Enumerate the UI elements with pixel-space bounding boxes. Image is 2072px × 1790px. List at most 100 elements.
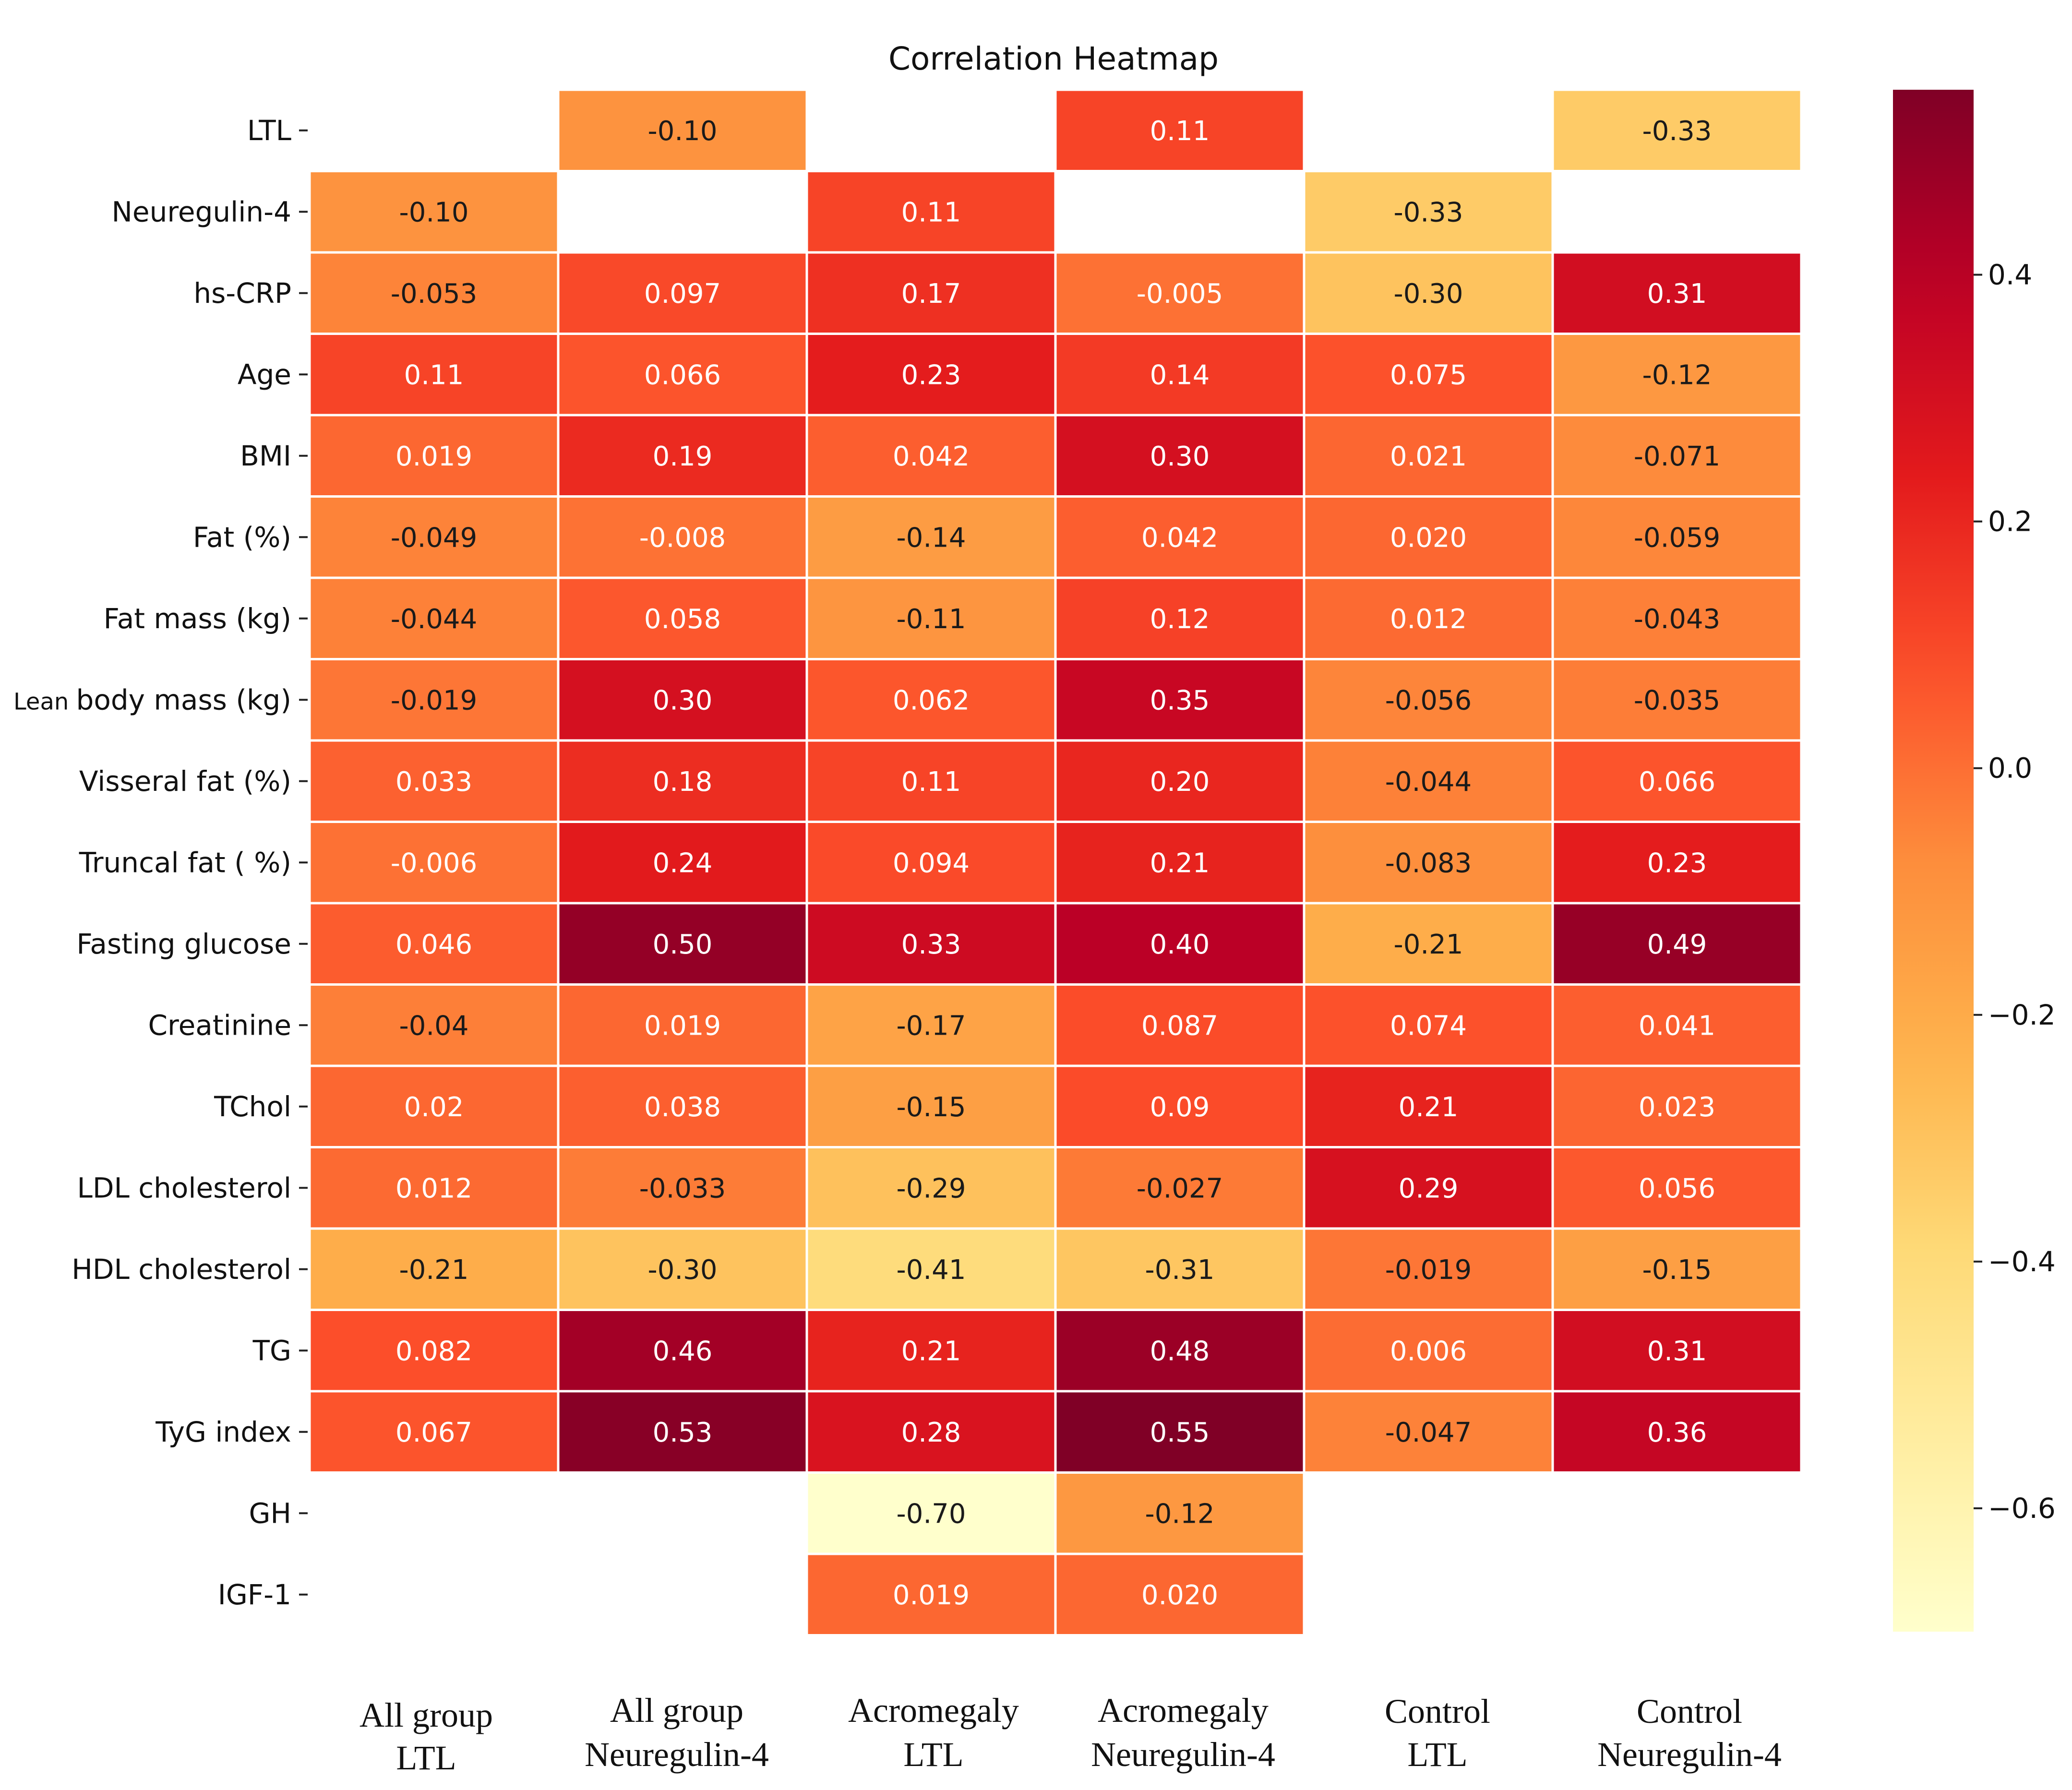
heatmap-cell: [557, 1146, 808, 1230]
cell-value-label: 0.02: [404, 1092, 464, 1123]
cell-value-label: 0.023: [1639, 1092, 1715, 1123]
heatmap-cell: [557, 251, 808, 335]
cell-value-label: 0.35: [1150, 685, 1210, 716]
cell-value-label: -0.29: [897, 1173, 966, 1204]
cell-value-label: 0.40: [1150, 929, 1210, 960]
heatmap-cell: [1054, 739, 1305, 823]
cell-value-label: -0.30: [648, 1254, 718, 1286]
heatmap-cell: [1054, 251, 1305, 335]
cell-value-label: -0.049: [391, 522, 478, 553]
heatmap-cell: [1551, 1390, 1803, 1474]
colorbar-tick-label: 0.0: [1988, 752, 2032, 785]
cell-value-label: -0.41: [897, 1254, 966, 1286]
heatmap-cell: [1551, 983, 1803, 1067]
heatmap-cell: [1551, 333, 1803, 417]
cell-value-label: 0.019: [644, 1010, 721, 1041]
cell-value-label: 0.046: [395, 929, 472, 960]
heatmap-cell: [308, 821, 560, 905]
cell-value-label: -0.12: [1145, 1498, 1215, 1529]
cell-value-label: -0.056: [1385, 685, 1472, 716]
row-label: Age: [238, 358, 291, 391]
cell-value-label: -0.044: [1385, 766, 1472, 798]
row-label: TG: [252, 1334, 291, 1367]
cell-value-label: 0.038: [644, 1092, 721, 1123]
heatmap-cell: [308, 1309, 560, 1393]
cell-value-label: 0.33: [901, 929, 961, 960]
cell-value-label: 0.012: [1390, 604, 1467, 635]
cell-value-label: -0.31: [1145, 1254, 1215, 1286]
cell-value-label: 0.012: [395, 1173, 472, 1204]
heatmap-cell: [308, 1146, 560, 1230]
cell-value-label: 0.11: [901, 197, 961, 228]
column-label: Control Neuregulin-4: [1597, 1692, 1782, 1774]
heatmap-cell: [1054, 333, 1305, 417]
cell-value-label: -0.14: [897, 522, 966, 553]
row-label: IGF-1: [218, 1578, 291, 1611]
cell-value-label: -0.10: [399, 197, 469, 228]
heatmap-cell: [308, 414, 560, 498]
cell-value-label: 0.50: [653, 929, 713, 960]
cell-value-label: -0.006: [391, 847, 478, 879]
heatmap-cell: [557, 821, 808, 905]
heatmap-cell: [308, 739, 560, 823]
cell-value-label: -0.33: [1394, 197, 1463, 228]
cell-value-label: -0.30: [1394, 278, 1463, 310]
heatmap-cell: [1551, 739, 1803, 823]
heatmap-cell: [1054, 658, 1305, 742]
heatmap-cell: [1054, 1064, 1305, 1148]
cell-value-label: -0.005: [1137, 278, 1223, 310]
chart-title: Correlation Heatmap: [888, 40, 1219, 77]
cell-value-label: 0.55: [1150, 1417, 1210, 1448]
row-labels: LTL Neuregulin-4 hs-CRP Age BMI Fat (%) Fat ma…: [13, 114, 308, 1611]
colorbar: 0.4 0.2 0.0 −0.2 −0.4 −0.6: [1893, 90, 2056, 1632]
cell-value-label: 0.17: [901, 278, 961, 310]
cell-value-label: 0.075: [1390, 359, 1467, 391]
cell-value-label: -0.70: [897, 1498, 966, 1529]
cell-value-label: 0.019: [395, 441, 472, 472]
row-label: Visseral fat (%): [79, 765, 291, 798]
heatmap-cell: [557, 88, 808, 172]
column-label: Acromegaly LTL: [848, 1691, 1019, 1774]
heatmap-cell: [557, 902, 808, 986]
cell-value-label: 0.067: [395, 1417, 472, 1448]
cell-value-label: -0.15: [1642, 1254, 1712, 1286]
cell-value-label: 0.11: [404, 359, 464, 391]
row-label: GH: [249, 1497, 291, 1529]
cell-value-label: 0.042: [893, 441, 970, 472]
cell-value-label: 0.11: [901, 766, 961, 798]
heatmap-cell: [1551, 495, 1803, 579]
heatmap-cell: [308, 1227, 560, 1311]
heatmap-cell: [1551, 1064, 1803, 1148]
heatmap-cell: [805, 495, 1057, 579]
heatmap-cell: [805, 658, 1057, 742]
row-label: hs-CRP: [193, 277, 291, 310]
cell-value-label: 0.48: [1150, 1336, 1210, 1367]
heatmap-cell: [805, 414, 1057, 498]
heatmap-cell: [308, 576, 560, 660]
cell-value-labels: -0.10 0.11 -0.33 -0.10 0.11 -0.33 -0.053 0.097 0…: [391, 116, 1721, 1611]
cell-value-label: 0.082: [395, 1336, 472, 1367]
heatmap-cell: [1551, 1146, 1803, 1230]
colorbar-tick-label: −0.2: [1988, 999, 2056, 1031]
cell-value-label: 0.46: [653, 1336, 713, 1367]
cell-value-label: -0.047: [1385, 1417, 1472, 1448]
cell-value-label: -0.11: [897, 604, 966, 635]
cell-value-label: 0.042: [1141, 522, 1218, 553]
cell-value-label: 0.087: [1141, 1010, 1218, 1041]
heatmap-cell: [1551, 88, 1803, 172]
row-label: Fat mass (kg): [104, 602, 291, 635]
cell-value-label: -0.12: [1642, 359, 1712, 391]
heatmap-cell: [1054, 983, 1305, 1067]
row-label: Fat (%): [193, 521, 291, 553]
cell-value-label: -0.043: [1634, 604, 1721, 635]
colorbar-tick-label: −0.6: [1988, 1492, 2056, 1525]
cell-value-label: 0.21: [901, 1336, 961, 1367]
heatmap-cell: [308, 658, 560, 742]
heatmap-cell: [805, 1471, 1057, 1555]
cell-value-label: 0.36: [1647, 1417, 1707, 1448]
heatmap-cell: [308, 1390, 560, 1474]
heatmap-cell: [805, 1227, 1057, 1311]
cell-value-label: 0.18: [653, 766, 713, 798]
row-label: Fasting glucose: [76, 928, 291, 960]
